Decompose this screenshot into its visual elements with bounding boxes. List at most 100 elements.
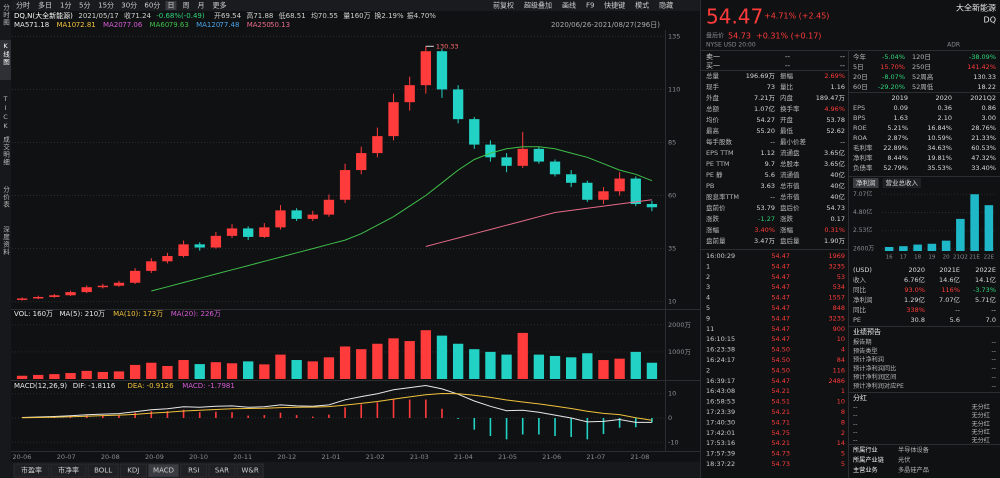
tab-box[interactable] [236, 463, 264, 478]
trade-time: 16:39:17 [706, 377, 735, 385]
tool-button[interactable]: 模式 [635, 1, 649, 10]
tool-button[interactable]: 画线 [562, 1, 576, 10]
last-price: 54.47 [706, 5, 763, 29]
tool-button[interactable]: 前复权 [493, 1, 514, 10]
period-tab[interactable]: 月 [197, 2, 204, 10]
x-tick-label: 20-11 [233, 453, 252, 461]
period-tab[interactable]: 60分 [144, 1, 160, 10]
indicator-tab[interactable]: BOLL [94, 467, 112, 475]
tab-box[interactable] [180, 463, 208, 478]
trade-volume: 1 [841, 387, 845, 395]
candle-body [243, 228, 254, 237]
indicator-tab[interactable]: W&R [241, 467, 258, 475]
chart-tab[interactable]: 营业总收入 [886, 178, 919, 187]
fin-value: 35.53% [927, 164, 952, 172]
perf-label: 今年 [853, 52, 867, 61]
stat-label: PE 静 [706, 170, 723, 179]
indicator-tab[interactable]: KDJ [127, 467, 139, 475]
trade-price: 54.47 [771, 262, 790, 270]
volume-bar [630, 351, 641, 379]
trade-time: 3 [706, 283, 710, 291]
candle-body [614, 178, 625, 192]
side-tab[interactable]: 深度资料 [2, 225, 10, 256]
side-tab[interactable]: 成交明细 [2, 135, 10, 167]
volume-bar [323, 357, 335, 379]
period-tab[interactable]: 5分 [79, 1, 90, 10]
trade-time: 16:23:38 [706, 346, 735, 354]
side-tab[interactable]: 分时图 [2, 3, 10, 27]
period-tab[interactable]: 周 [182, 2, 189, 10]
tab-box[interactable] [50, 463, 87, 478]
indicator-tab[interactable]: SAR [215, 467, 229, 475]
panel-title: VOL: 160万 [14, 310, 53, 318]
stat-value: 4.96% [824, 105, 845, 113]
macd-bar [102, 415, 104, 418]
indicator-tab[interactable]: 市净率 [58, 466, 79, 475]
tab-box[interactable] [853, 178, 879, 188]
x-tick-label: 21-01 [322, 453, 341, 461]
side-tab[interactable]: 分价表 [2, 185, 10, 209]
fin-value: 47.32% [971, 154, 996, 162]
stat-label: 最高 [706, 126, 720, 135]
stat-value: 0.31% [824, 226, 845, 234]
toolbar [0, 0, 700, 11]
period-tab[interactable]: 30分 [121, 1, 137, 10]
side-tab[interactable]: K线图 [2, 42, 10, 66]
candle-body [517, 148, 528, 166]
side-tab[interactable]: TICK [2, 95, 10, 131]
tool-button[interactable]: 超级叠加 [524, 1, 552, 10]
tool-button[interactable]: 隐藏 [659, 1, 673, 10]
forecast-value: 7.0 [986, 316, 996, 324]
tool-button[interactable]: F9 [586, 2, 594, 10]
legend-value: 77.48 [219, 21, 239, 29]
stat-value: 1.16 [831, 83, 845, 91]
indicator-tab[interactable]: RSI [188, 467, 199, 475]
period-tab[interactable]: 更多 [212, 1, 226, 10]
tool-button[interactable]: 快捷键 [604, 1, 625, 10]
dividend-date: -- [853, 429, 857, 436]
trade-volume: 3235 [828, 262, 845, 270]
perf-value: -29.20% [878, 83, 905, 91]
info-item: 量160万 [343, 12, 370, 20]
period-tab[interactable]: 日 [167, 2, 174, 10]
volume-bar [146, 362, 157, 379]
section-title: 业绩预告 [853, 327, 881, 336]
period-tab[interactable]: 15分 [98, 1, 114, 10]
trade-price: 54.71 [771, 418, 790, 426]
candle-body [469, 119, 480, 145]
x-tick-label: 20-08 [101, 453, 120, 461]
book-label: 卖一 [706, 53, 720, 61]
tab-box[interactable] [882, 178, 922, 188]
trade-volume: 5 [841, 450, 845, 458]
volume-bar [566, 357, 577, 379]
stat-value: 73 [767, 83, 775, 91]
tab-box[interactable] [119, 463, 147, 478]
forecast-value: 5.71亿 [975, 295, 996, 304]
indicator-tab[interactable]: 市盈率 [21, 466, 42, 475]
active-tab [0, 40, 11, 80]
tab-box[interactable] [147, 463, 180, 478]
indicator-tab[interactable]: MACD [153, 467, 174, 475]
chart-tab[interactable]: 净利润 [856, 178, 876, 187]
period-tab[interactable]: 1分 [60, 1, 71, 10]
tab-box[interactable] [208, 463, 236, 478]
candle-body [65, 292, 76, 296]
macd-bar [441, 408, 443, 418]
trade-volume: 14 [837, 439, 845, 447]
perf-label: 52周高 [912, 72, 934, 81]
period-tab[interactable]: 分时 [16, 1, 30, 10]
tab-box[interactable] [87, 463, 119, 478]
guidance-label: 预计净利润同比 [853, 364, 896, 372]
volume-bar [33, 374, 44, 379]
macd-bar [279, 412, 282, 418]
macd-bar [295, 415, 298, 418]
tab-box[interactable] [13, 463, 50, 478]
forecast-header: 2022E [975, 266, 996, 274]
perf-value: -5.04% [882, 53, 905, 61]
macd-bar [134, 412, 136, 418]
candle-body [97, 285, 108, 288]
period-tab[interactable]: 多日 [38, 1, 52, 10]
candle-body [129, 270, 141, 283]
x-tick-label: 21E [969, 255, 980, 261]
x-tick-label: 20-09 [145, 453, 164, 461]
